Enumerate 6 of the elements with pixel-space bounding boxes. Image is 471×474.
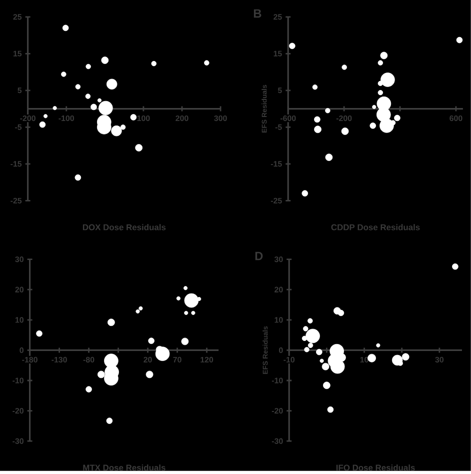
- x-axis-title: DOX Dose Residuals: [83, 224, 166, 230]
- text: D: [255, 252, 263, 260]
- x-axis-title: MTX Dose Residuals: [83, 464, 166, 471]
- x-axis-title: IFO Dose Residuals: [336, 464, 415, 471]
- x-axis-title: CDDP Dose Residuals: [331, 224, 420, 230]
- text: B: [254, 9, 262, 18]
